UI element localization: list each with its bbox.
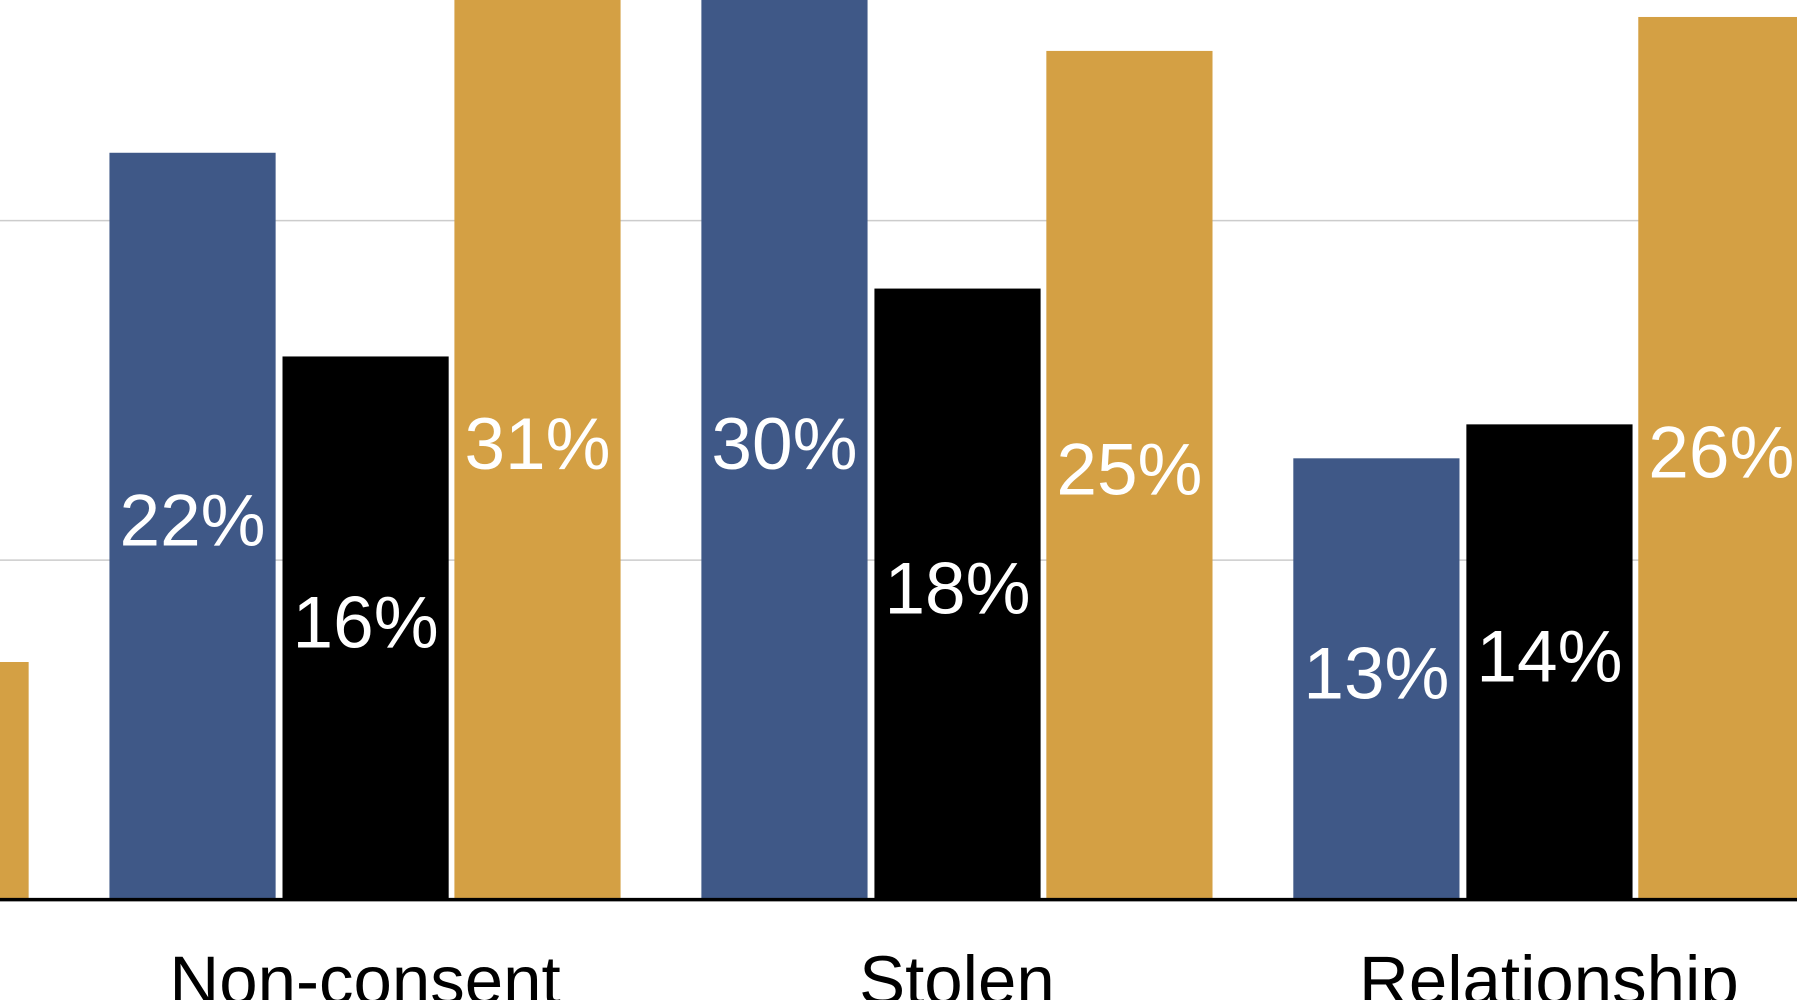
bar	[701, 0, 868, 900]
value-label: 18%	[884, 548, 1030, 629]
value-label: 16%	[293, 582, 439, 663]
bar	[1466, 424, 1633, 900]
bar	[282, 356, 449, 900]
value-label: 31%	[464, 404, 610, 485]
bar	[1638, 16, 1797, 900]
bar	[874, 288, 1041, 900]
bar	[109, 152, 276, 900]
category-label: Non-consent	[169, 942, 560, 1000]
category-label: Stolen	[859, 942, 1055, 1000]
value-label: 13%	[1303, 633, 1449, 714]
value-label: 30%	[711, 404, 857, 485]
bar	[454, 0, 621, 900]
bar	[1046, 50, 1213, 900]
bar	[0, 662, 29, 900]
value-label: 22%	[119, 480, 265, 561]
value-label: 26%	[1648, 413, 1794, 494]
value-label: 14%	[1476, 616, 1622, 697]
bar	[1293, 458, 1460, 900]
value-label: 25%	[1056, 430, 1202, 511]
category-label: Relationship	[1359, 942, 1739, 1000]
